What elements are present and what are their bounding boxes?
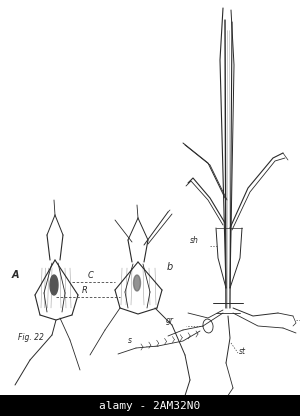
Text: s: s <box>128 336 132 345</box>
Text: A: A <box>12 270 20 280</box>
Text: gr: gr <box>166 316 174 325</box>
Text: st: st <box>239 347 246 356</box>
FancyBboxPatch shape <box>0 395 300 416</box>
Text: R: R <box>82 286 88 295</box>
Text: C: C <box>88 271 94 280</box>
Text: alamy - 2AM32N0: alamy - 2AM32N0 <box>99 401 201 411</box>
Text: b: b <box>167 262 173 272</box>
Text: Fig. 22: Fig. 22 <box>18 333 44 342</box>
Text: sh: sh <box>190 236 199 245</box>
Polygon shape <box>50 275 58 295</box>
Polygon shape <box>134 275 140 291</box>
